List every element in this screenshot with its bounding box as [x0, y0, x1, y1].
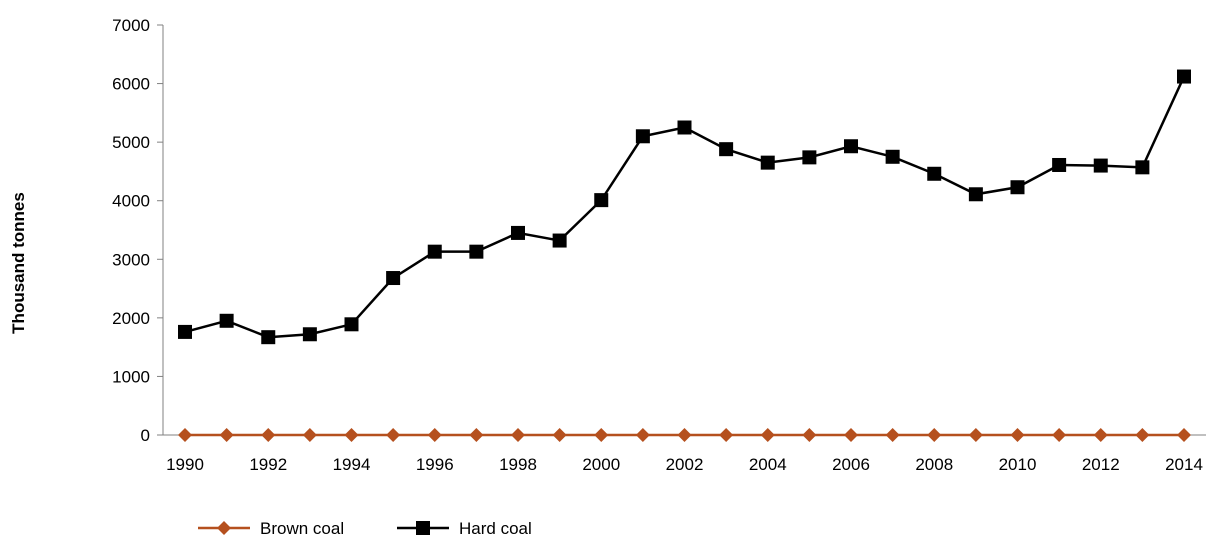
x-tick-label: 2008: [915, 455, 953, 474]
brown-coal-point: [927, 428, 942, 442]
series-brown-coal: [178, 428, 1191, 442]
y-tick-label: 2000: [112, 309, 150, 328]
brown-coal-point: [1093, 428, 1108, 442]
hard-coal-point: [802, 150, 817, 165]
y-tick-label: 5000: [112, 133, 150, 152]
hard-coal-point: [511, 225, 525, 240]
brown-coal-point: [302, 428, 317, 442]
x-tick-label: 2012: [1082, 455, 1120, 474]
hard-coal-point: [594, 193, 609, 208]
y-tick-label: 1000: [112, 367, 150, 386]
hard-coal-point: [719, 142, 734, 157]
hard-coal-point: [844, 139, 858, 154]
x-tick-label: 2004: [749, 455, 787, 474]
brown-coal-point: [219, 428, 234, 442]
hard-coal-point: [635, 129, 650, 144]
legend-label: Brown coal: [260, 519, 344, 536]
legend-marker: [217, 521, 231, 535]
brown-coal-point: [1177, 428, 1191, 442]
hard-coal-point: [677, 120, 692, 135]
brown-coal-point: [885, 428, 900, 442]
brown-coal-point: [178, 428, 192, 442]
hard-coal-point: [386, 271, 401, 286]
brown-coal-point: [719, 428, 734, 442]
brown-coal-point: [1052, 428, 1067, 442]
hard-coal-point: [178, 324, 192, 339]
y-tick-label: 7000: [112, 16, 150, 35]
x-tick-label: 1992: [249, 455, 287, 474]
x-tick-label: 2002: [666, 455, 704, 474]
series-hard-coal: [178, 69, 1191, 345]
x-tick-label: 1990: [166, 455, 204, 474]
brown-coal-point: [594, 428, 609, 442]
x-tick-label: 1994: [333, 455, 371, 474]
legend: Brown coal Hard coal: [198, 519, 532, 538]
x-tick-label: 2010: [999, 455, 1037, 474]
legend-label: Hard coal: [459, 519, 532, 536]
legend-marker: [416, 521, 430, 535]
hard-coal-point: [885, 149, 900, 164]
y-axis-title: Thousand tonnes: [9, 192, 28, 334]
hard-coal-point: [1135, 160, 1150, 175]
legend-item-brown-coal: Brown coal: [198, 519, 344, 538]
hard-coal-point: [344, 317, 359, 332]
x-tick-label: 1996: [416, 455, 454, 474]
brown-coal-point: [427, 428, 442, 442]
legend-item-hard-coal: Hard coal: [397, 519, 532, 538]
hard-coal-point: [1010, 180, 1025, 195]
hard-coal-point: [552, 233, 567, 248]
y-tick-label: 3000: [112, 250, 150, 269]
hard-coal-point: [927, 166, 942, 181]
x-tick-label: 2000: [582, 455, 620, 474]
brown-coal-point: [344, 428, 359, 442]
brown-coal-point: [261, 428, 276, 442]
y-tick-label: 4000: [112, 192, 150, 211]
hard-coal-point: [968, 187, 983, 202]
brown-coal-point: [1010, 428, 1025, 442]
brown-coal-point: [677, 428, 692, 442]
x-tick-label: 2014: [1165, 455, 1203, 474]
brown-coal-point: [1135, 428, 1150, 442]
hard-coal-point: [302, 327, 317, 342]
hard-coal-point: [1052, 157, 1067, 172]
brown-coal-point: [635, 428, 650, 442]
axes: 0 1000 2000 3000 4000 5000 6000 7000 1990 1992 199…: [112, 16, 1206, 474]
x-tick-label: 1998: [499, 455, 537, 474]
hard-coal-line: [184, 76, 1186, 339]
brown-coal-point: [511, 428, 525, 442]
hard-coal-point: [469, 244, 484, 259]
hard-coal-point: [427, 244, 442, 259]
brown-coal-point: [386, 428, 401, 442]
x-tick-label: 2006: [832, 455, 870, 474]
plot-series: [178, 69, 1191, 442]
brown-coal-point: [760, 428, 775, 442]
brown-coal-point: [552, 428, 567, 442]
hard-coal-point: [1177, 69, 1191, 84]
y-tick-label: 6000: [112, 75, 150, 94]
hard-coal-point: [219, 313, 234, 328]
hard-coal-point: [760, 155, 775, 170]
hard-coal-point: [1093, 158, 1108, 173]
hard-coal-point: [261, 330, 276, 345]
brown-coal-point: [802, 428, 817, 442]
brown-coal-point: [844, 428, 858, 442]
y-tick-label: 0: [141, 426, 150, 445]
brown-coal-point: [968, 428, 983, 442]
brown-coal-point: [469, 428, 484, 442]
